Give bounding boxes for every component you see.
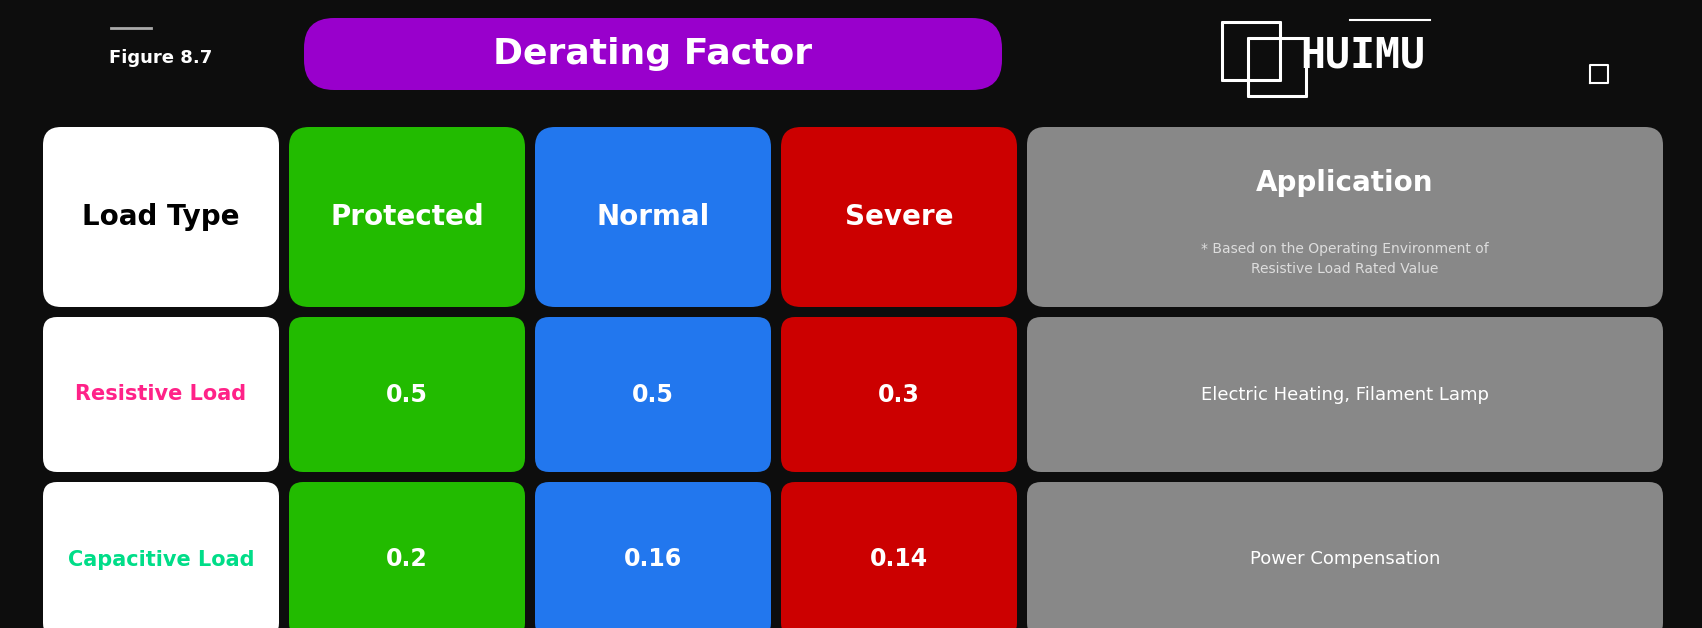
Text: Severe: Severe bbox=[844, 203, 953, 231]
FancyBboxPatch shape bbox=[534, 127, 771, 307]
FancyBboxPatch shape bbox=[289, 317, 524, 472]
Text: Application: Application bbox=[1256, 169, 1433, 197]
FancyBboxPatch shape bbox=[781, 127, 1018, 307]
Text: Figure 8.7: Figure 8.7 bbox=[109, 49, 213, 67]
FancyBboxPatch shape bbox=[289, 127, 524, 307]
FancyBboxPatch shape bbox=[781, 482, 1018, 628]
Text: 0.16: 0.16 bbox=[625, 548, 683, 571]
FancyBboxPatch shape bbox=[289, 482, 524, 628]
Text: Protected: Protected bbox=[330, 203, 483, 231]
FancyBboxPatch shape bbox=[43, 317, 279, 472]
FancyBboxPatch shape bbox=[1026, 127, 1663, 307]
Text: 0.2: 0.2 bbox=[386, 548, 427, 571]
FancyBboxPatch shape bbox=[1026, 317, 1663, 472]
FancyBboxPatch shape bbox=[534, 482, 771, 628]
Text: 0.5: 0.5 bbox=[631, 382, 674, 406]
FancyBboxPatch shape bbox=[305, 18, 1002, 90]
Text: Power Compensation: Power Compensation bbox=[1249, 551, 1440, 568]
Text: Capacitive Load: Capacitive Load bbox=[68, 550, 254, 570]
Text: Resistive Load: Resistive Load bbox=[75, 384, 247, 404]
FancyBboxPatch shape bbox=[1026, 482, 1663, 628]
FancyBboxPatch shape bbox=[43, 482, 279, 628]
Text: Derating Factor: Derating Factor bbox=[494, 37, 812, 71]
FancyBboxPatch shape bbox=[43, 127, 279, 307]
Text: 0.3: 0.3 bbox=[878, 382, 921, 406]
Text: * Based on the Operating Environment of
Resistive Load Rated Value: * Based on the Operating Environment of … bbox=[1202, 242, 1489, 276]
Text: Load Type: Load Type bbox=[82, 203, 240, 231]
Text: Normal: Normal bbox=[596, 203, 710, 231]
Text: 0.14: 0.14 bbox=[870, 548, 928, 571]
Text: 0.5: 0.5 bbox=[386, 382, 427, 406]
Text: HUIMU: HUIMU bbox=[1300, 34, 1425, 76]
Text: Electric Heating, Filament Lamp: Electric Heating, Filament Lamp bbox=[1202, 386, 1489, 404]
FancyBboxPatch shape bbox=[534, 317, 771, 472]
FancyBboxPatch shape bbox=[781, 317, 1018, 472]
